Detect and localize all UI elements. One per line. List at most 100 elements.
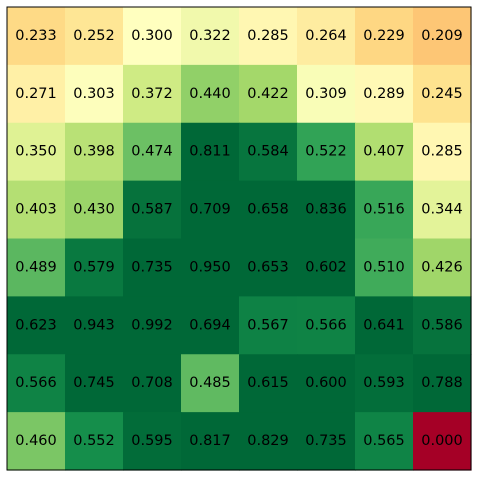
heatmap-cell-r7-c1 [65,412,124,471]
heatmap-cell-r0-c6 [355,7,414,66]
heatmap-cells [7,7,472,471]
heatmap-cell-label-r2-c5: 0.522 [305,144,347,160]
heatmap-cell-r0-c2 [123,7,182,66]
heatmap-cell-label-r1-c4: 0.422 [247,86,289,102]
heatmap-cell-r4-c6 [355,238,414,297]
heatmap-cell-r4-c0 [7,238,66,297]
heatmap-cell-label-r2-c0: 0.350 [15,144,57,160]
heatmap-cell-r1-c7 [413,64,472,124]
heatmap-cell-r2-c4 [239,122,298,182]
heatmap-cell-r1-c2 [123,64,182,124]
heatmap-cell-label-r1-c3: 0.440 [189,86,231,102]
heatmap-cell-label-r5-c0: 0.623 [15,317,57,333]
heatmap-cell-label-r7-c1: 0.552 [73,433,115,449]
heatmap-cell-r3-c0 [7,180,66,240]
heatmap-cell-label-r4-c5: 0.602 [305,259,347,275]
heatmap-cell-label-r3-c0: 0.403 [15,202,57,218]
heatmap-cell-label-r4-c2: 0.735 [131,259,173,275]
heatmap-cell-label-r4-c7: 0.426 [421,259,463,275]
heatmap-cell-label-r7-c4: 0.829 [247,433,289,449]
heatmap-cell-label-r3-c2: 0.587 [131,202,173,218]
heatmap-cell-label-r1-c6: 0.289 [363,86,405,102]
heatmap-cell-r0-c3 [181,7,240,66]
heatmap-cell-r4-c3 [181,238,240,297]
heatmap-cell-label-r0-c3: 0.322 [189,28,231,44]
heatmap-cell-r7-c0 [7,412,66,471]
heatmap-cell-r6-c2 [123,354,182,413]
heatmap-cell-label-r2-c6: 0.407 [363,144,405,160]
heatmap-cell-label-r7-c0: 0.460 [15,433,57,449]
heatmap-cell-label-r3-c7: 0.344 [421,202,463,218]
heatmap-cell-r4-c2 [123,238,182,297]
heatmap-cell-r0-c0 [7,7,66,66]
heatmap-cell-r7-c7 [413,412,472,471]
heatmap-cell-r3-c4 [239,180,298,240]
heatmap-cell-label-r7-c7: 0.000 [421,433,463,449]
heatmap-cell-r7-c6 [355,412,414,471]
heatmap-cell-label-r3-c1: 0.430 [73,202,115,218]
heatmap-cell-r0-c4 [239,7,298,66]
heatmap-cell-r3-c1 [65,180,124,240]
heatmap-cell-r6-c7 [413,354,472,413]
heatmap-cell-r1-c0 [7,64,66,124]
heatmap-cell-r4-c5 [297,238,356,297]
heatmap-cell-label-r0-c4: 0.285 [247,28,289,44]
heatmap-cell-label-r6-c4: 0.615 [247,375,289,391]
heatmap-cell-r5-c0 [7,296,66,355]
heatmap-cell-label-r4-c3: 0.950 [189,259,231,275]
heatmap-cell-label-r6-c1: 0.745 [73,375,115,391]
heatmap-cell-r5-c5 [297,296,356,355]
heatmap-cell-r1-c6 [355,64,414,124]
heatmap-cell-label-r5-c4: 0.567 [247,317,289,333]
heatmap-cell-label-r6-c7: 0.788 [421,375,463,391]
heatmap-cell-label-r2-c3: 0.811 [189,144,231,160]
heatmap-cell-label-r1-c1: 0.303 [73,86,115,102]
heatmap-cell-r6-c4 [239,354,298,413]
heatmap-cell-r6-c0 [7,354,66,413]
heatmap-cell-r6-c5 [297,354,356,413]
heatmap-cell-r7-c4 [239,412,298,471]
heatmap-cell-label-r1-c0: 0.271 [15,86,57,102]
heatmap-cell-r7-c2 [123,412,182,471]
heatmap-cell-label-r0-c7: 0.209 [421,28,463,44]
heatmap-cell-r5-c4 [239,296,298,355]
heatmap-cell-r2-c2 [123,122,182,182]
heatmap-cell-label-r1-c2: 0.372 [131,86,173,102]
heatmap-cell-label-r5-c5: 0.566 [305,317,347,333]
heatmap-cell-r2-c0 [7,122,66,182]
heatmap-cell-r2-c5 [297,122,356,182]
heatmap-cell-label-r3-c6: 0.516 [363,202,405,218]
heatmap-cell-label-r7-c5: 0.735 [305,433,347,449]
heatmap-cell-r5-c6 [355,296,414,355]
heatmap-cell-label-r4-c0: 0.489 [15,259,57,275]
heatmap-cell-label-r2-c2: 0.474 [131,144,173,160]
heatmap-cell-label-r5-c1: 0.943 [73,317,115,333]
heatmap-cell-r5-c3 [181,296,240,355]
heatmap-cell-r5-c2 [123,296,182,355]
heatmap-cell-label-r2-c1: 0.398 [73,144,115,160]
heatmap-cell-label-r1-c7: 0.245 [421,86,463,102]
heatmap-cell-r3-c7 [413,180,472,240]
heatmap-cell-label-r5-c6: 0.641 [363,317,405,333]
heatmap-cell-label-r2-c7: 0.285 [421,144,463,160]
heatmap-cell-r1-c5 [297,64,356,124]
heatmap-cell-r7-c5 [297,412,356,471]
heatmap-cell-label-r6-c3: 0.485 [189,375,231,391]
plot-frame [6,6,472,471]
heatmap-cell-label-r7-c6: 0.565 [363,433,405,449]
heatmap-cell-label-r5-c7: 0.586 [421,317,463,333]
heatmap-cell-r3-c6 [355,180,414,240]
heatmap-cell-r1-c3 [181,64,240,124]
heatmap-cell-label-r4-c1: 0.579 [73,259,115,275]
heatmap-cell-label-r6-c5: 0.600 [305,375,347,391]
heatmap-cell-label-r6-c0: 0.566 [15,375,57,391]
heatmap-cell-r0-c1 [65,7,124,66]
heatmap-cell-labels: 0.233 0.252 0.300 0.322 0.285 0.264 0.229 0.209… [15,28,463,449]
heatmap-cell-r4-c4 [239,238,298,297]
heatmap-cell-label-r1-c5: 0.309 [305,86,347,102]
heatmap-cell-label-r7-c2: 0.595 [131,433,173,449]
heatmap-cell-r0-c5 [297,7,356,66]
heatmap-cell-r5-c1 [65,296,124,355]
heatmap-cell-label-r5-c3: 0.694 [189,317,231,333]
